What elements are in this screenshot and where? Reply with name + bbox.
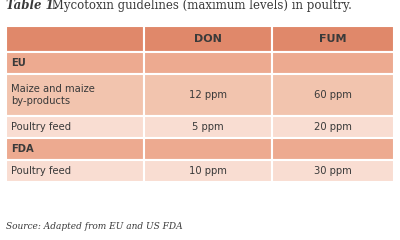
Bar (144, 138, 272, 160)
Bar (6, 138, 144, 160)
Bar (272, 52, 394, 74)
Bar (6, 160, 144, 182)
Text: 20 ppm: 20 ppm (314, 122, 352, 132)
Text: FUM: FUM (319, 34, 347, 44)
Bar (6, 74, 144, 116)
Text: DON: DON (194, 34, 222, 44)
Bar (144, 52, 272, 74)
Text: Source: Adapted from EU and US FDA: Source: Adapted from EU and US FDA (6, 222, 183, 231)
Text: Mycotoxin guidelines (maximum levels) in poultry.: Mycotoxin guidelines (maximum levels) in… (48, 0, 352, 12)
Bar (144, 26, 272, 52)
Text: Poultry feed: Poultry feed (11, 166, 71, 176)
Text: 30 ppm: 30 ppm (314, 166, 352, 176)
Text: Maize and maize
by-products: Maize and maize by-products (11, 84, 95, 106)
Bar (6, 116, 144, 138)
Text: 5 ppm: 5 ppm (192, 122, 224, 132)
Bar (144, 74, 272, 116)
Bar (272, 138, 394, 160)
Text: Table 1.: Table 1. (6, 0, 58, 12)
Text: 10 ppm: 10 ppm (189, 166, 227, 176)
Bar (6, 26, 144, 52)
Bar (6, 52, 144, 74)
Bar (272, 116, 394, 138)
Bar (272, 26, 394, 52)
Text: 12 ppm: 12 ppm (189, 90, 227, 100)
Text: EU: EU (11, 58, 26, 68)
Text: 60 ppm: 60 ppm (314, 90, 352, 100)
Text: Poultry feed: Poultry feed (11, 122, 71, 132)
Bar (272, 74, 394, 116)
Bar (144, 160, 272, 182)
Bar (272, 160, 394, 182)
Text: FDA: FDA (11, 144, 34, 154)
Bar (144, 116, 272, 138)
